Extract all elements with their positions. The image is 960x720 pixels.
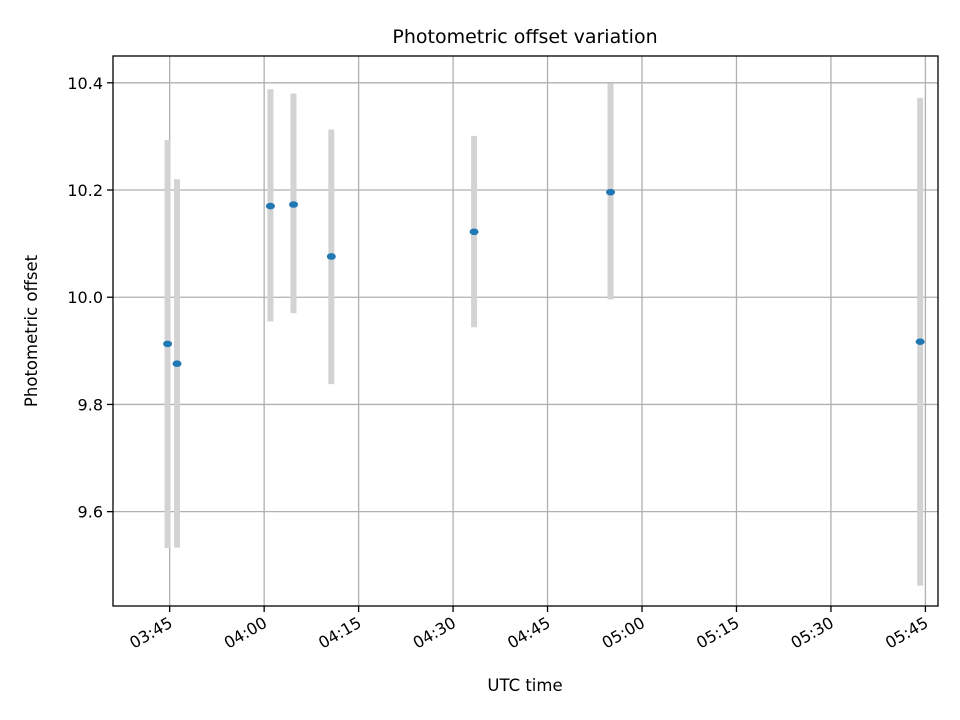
data-point bbox=[326, 253, 336, 260]
data-point bbox=[265, 202, 275, 210]
y-tick-label: 10.2 bbox=[67, 181, 103, 200]
y-axis-ticks: 9.6 9.8 10.0 10.2 10.4 bbox=[67, 74, 113, 522]
data-point bbox=[289, 201, 299, 208]
data-point bbox=[469, 228, 479, 236]
data-point bbox=[606, 188, 616, 196]
chart-title: Photometric offset variation bbox=[392, 26, 657, 48]
y-tick-label: 9.6 bbox=[78, 503, 103, 522]
y-tick-label: 9.8 bbox=[78, 395, 103, 414]
y-tick-label: 10.0 bbox=[67, 288, 103, 307]
x-axis-label: UTC time bbox=[487, 676, 562, 695]
y-axis-label: Photometric offset bbox=[22, 254, 41, 407]
data-point bbox=[163, 340, 173, 348]
plot-frame bbox=[112, 55, 939, 607]
data-point bbox=[915, 338, 925, 346]
grid bbox=[113, 56, 938, 606]
data-points bbox=[163, 188, 925, 367]
data-point bbox=[172, 360, 182, 367]
y-tick-label: 10.4 bbox=[67, 74, 103, 93]
